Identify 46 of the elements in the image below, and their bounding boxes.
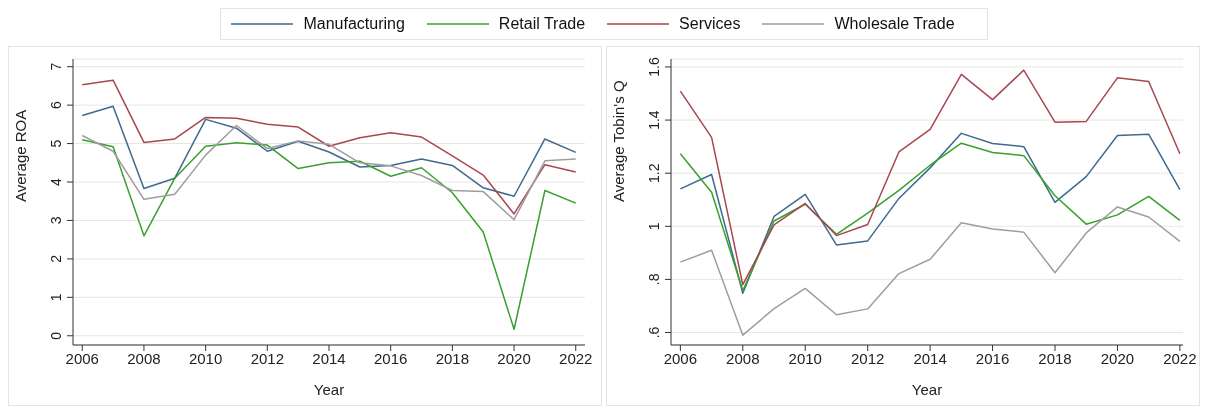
- line-series: [81, 105, 577, 197]
- y-axis-title: Average Tobin's Q: [610, 80, 628, 202]
- x-tick-label: 2022: [1163, 349, 1197, 367]
- legend-label: Manufacturing: [303, 15, 405, 33]
- y-tick-label: .8: [646, 273, 662, 286]
- x-tick-label: 2020: [497, 349, 531, 367]
- x-tick-label: 2022: [559, 349, 593, 367]
- y-axis-title: Average ROA: [12, 109, 30, 202]
- y-tick-label: 1: [646, 222, 662, 231]
- legend-label: Retail Trade: [498, 15, 586, 33]
- x-tick-label: 2018: [435, 349, 470, 367]
- y-tick-label: 5: [48, 139, 64, 148]
- x-axis-title: Year: [911, 381, 943, 398]
- x-axis-title: Year: [313, 381, 345, 398]
- x-tick-label: 2016: [374, 349, 408, 367]
- x-tick-label: 2014: [312, 349, 346, 367]
- y-tick-label: .6: [646, 326, 662, 339]
- x-tick-label: 2012: [250, 349, 284, 367]
- line-series: [81, 79, 577, 215]
- y-tick-label: 1.2: [646, 163, 662, 183]
- x-tick-label: 2012: [851, 349, 885, 367]
- x-tick-label: 2008: [127, 349, 161, 367]
- x-tick-label: 2006: [663, 349, 698, 367]
- y-tick-label: 1: [48, 293, 64, 302]
- x-tick-label: 2014: [913, 349, 947, 367]
- y-tick-label: 2: [48, 254, 64, 263]
- line-series: [679, 69, 1181, 286]
- y-tick-label: 4: [48, 177, 64, 186]
- line-series: [81, 124, 577, 221]
- x-tick-label: 2020: [1100, 349, 1135, 367]
- y-tick-label: 7: [48, 62, 64, 71]
- line-series: [679, 206, 1181, 336]
- y-tick-label: 1.4: [646, 110, 662, 130]
- x-tick-label: 2010: [188, 349, 223, 367]
- y-tick-label: 3: [48, 216, 64, 225]
- y-tick-label: 6: [48, 101, 64, 110]
- x-tick-label: 2010: [788, 349, 822, 367]
- y-tick-label: 0: [48, 331, 64, 340]
- y-tick-label: 1.6: [646, 57, 662, 77]
- x-tick-label: 2018: [1038, 349, 1072, 367]
- x-tick-label: 2008: [726, 349, 760, 367]
- line-series: [81, 138, 577, 330]
- x-tick-label: 2016: [975, 349, 1010, 367]
- x-tick-label: 2006: [65, 349, 99, 367]
- legend-label: Services: [679, 15, 741, 33]
- legend-label: Wholesale Trade: [834, 15, 955, 33]
